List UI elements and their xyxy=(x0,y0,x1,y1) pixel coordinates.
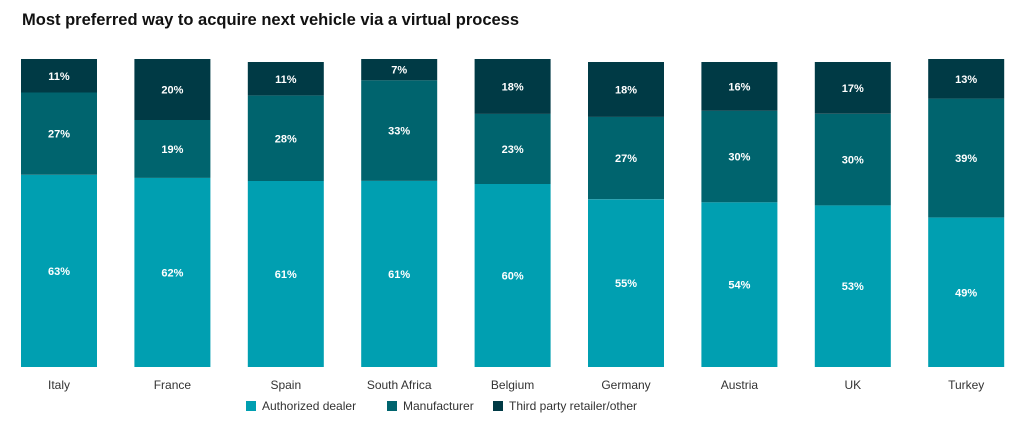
data-label-france-authorized-dealer: 62% xyxy=(161,268,183,280)
data-label-italy-authorized-dealer: 63% xyxy=(48,266,70,278)
legend-swatch-third-party xyxy=(493,401,503,411)
data-label-south-africa-manufacturer: 33% xyxy=(388,126,410,138)
category-label-germany: Germany xyxy=(601,378,650,392)
data-label-spain-authorized-dealer: 61% xyxy=(275,269,297,281)
data-label-austria-manufacturer: 30% xyxy=(728,152,750,164)
data-label-spain-manufacturer: 28% xyxy=(275,133,297,145)
category-label-austria: Austria xyxy=(721,378,759,392)
stacked-bar-chart: 63% 27% 11% Italy 62% 19% 20% France 61% 28% 11% Sp… xyxy=(21,59,1005,392)
bar-spain-authorized-dealer xyxy=(247,181,324,367)
bar-spain-third-party-retailer-other xyxy=(247,62,324,96)
data-label-belgium-third-party-retailer-other: 18% xyxy=(502,81,524,93)
data-label-germany-third-party-retailer-other: 18% xyxy=(615,85,637,97)
category-label-turkey: Turkey xyxy=(948,378,984,392)
data-label-south-africa-authorized-dealer: 61% xyxy=(388,269,410,281)
bar-france-third-party-retailer-other xyxy=(134,59,211,120)
bar-austria-manufacturer xyxy=(701,110,778,203)
bar-south-africa-third-party-retailer-other xyxy=(361,59,438,81)
data-label-france-manufacturer: 19% xyxy=(161,144,183,156)
bar-austria-authorized-dealer xyxy=(701,202,778,367)
bar-italy-third-party-retailer-other xyxy=(21,59,97,93)
data-label-france-third-party-retailer-other: 20% xyxy=(161,85,183,97)
bar-belgium-manufacturer xyxy=(474,113,551,184)
data-label-uk-third-party-retailer-other: 17% xyxy=(842,83,864,95)
category-label-south-africa: South Africa xyxy=(367,378,432,392)
legend-item-third-party: Third party retailer/other xyxy=(493,399,637,413)
bar-uk-authorized-dealer xyxy=(814,205,891,367)
bar-austria-third-party-retailer-other xyxy=(701,62,778,111)
legend-item-manufacturer: Manufacturer xyxy=(387,399,493,413)
chart-title: Most preferred way to acquire next vehic… xyxy=(22,11,520,29)
data-label-germany-manufacturer: 27% xyxy=(615,153,637,165)
bar-france-authorized-dealer xyxy=(134,177,211,367)
bar-france-manufacturer xyxy=(134,120,211,178)
legend-label: Authorized dealer xyxy=(262,399,357,413)
category-label-france: France xyxy=(154,378,192,392)
bar-germany-third-party-retailer-other xyxy=(588,62,664,117)
legend: Authorized dealer Manufacturer Third par… xyxy=(246,399,637,413)
legend-label: Manufacturer xyxy=(403,399,474,413)
data-label-austria-authorized-dealer: 54% xyxy=(728,280,750,292)
bar-turkey-authorized-dealer xyxy=(928,217,1005,367)
bar-italy-authorized-dealer xyxy=(21,174,97,367)
data-label-turkey-third-party-retailer-other: 13% xyxy=(955,74,977,86)
category-label-belgium: Belgium xyxy=(491,378,534,392)
data-label-uk-manufacturer: 30% xyxy=(842,155,864,167)
bar-germany-authorized-dealer xyxy=(588,199,664,367)
category-label-uk: UK xyxy=(844,378,861,392)
data-label-germany-authorized-dealer: 55% xyxy=(615,278,637,290)
data-label-south-africa-third-party-retailer-other: 7% xyxy=(391,65,407,77)
data-label-belgium-manufacturer: 23% xyxy=(502,144,524,156)
legend-item-authorized-dealer: Authorized dealer xyxy=(246,399,387,413)
bar-belgium-third-party-retailer-other xyxy=(474,59,551,114)
bar-turkey-third-party-retailer-other xyxy=(928,59,1005,99)
data-label-belgium-authorized-dealer: 60% xyxy=(502,271,524,283)
bar-uk-third-party-retailer-other xyxy=(814,62,891,114)
data-label-uk-authorized-dealer: 53% xyxy=(842,281,864,293)
bar-spain-manufacturer xyxy=(247,95,324,181)
data-label-spain-third-party-retailer-other: 11% xyxy=(275,74,297,86)
category-label-italy: Italy xyxy=(48,378,70,392)
legend-swatch-authorized-dealer xyxy=(246,401,256,411)
bar-uk-manufacturer xyxy=(814,113,891,206)
bar-italy-manufacturer xyxy=(21,92,97,175)
data-label-turkey-authorized-dealer: 49% xyxy=(955,287,977,299)
data-label-austria-third-party-retailer-other: 16% xyxy=(728,81,750,93)
bar-belgium-authorized-dealer xyxy=(474,184,551,367)
bar-germany-manufacturer xyxy=(588,116,664,200)
bar-south-africa-manufacturer xyxy=(361,80,438,181)
bar-south-africa-authorized-dealer xyxy=(361,181,438,367)
category-label-spain: Spain xyxy=(270,378,301,392)
data-label-italy-third-party-retailer-other: 11% xyxy=(48,71,70,83)
data-label-turkey-manufacturer: 39% xyxy=(955,153,977,165)
bar-turkey-manufacturer xyxy=(928,98,1005,218)
data-label-italy-manufacturer: 27% xyxy=(48,129,70,141)
legend-swatch-manufacturer xyxy=(387,401,397,411)
legend-label: Third party retailer/other xyxy=(509,399,638,413)
